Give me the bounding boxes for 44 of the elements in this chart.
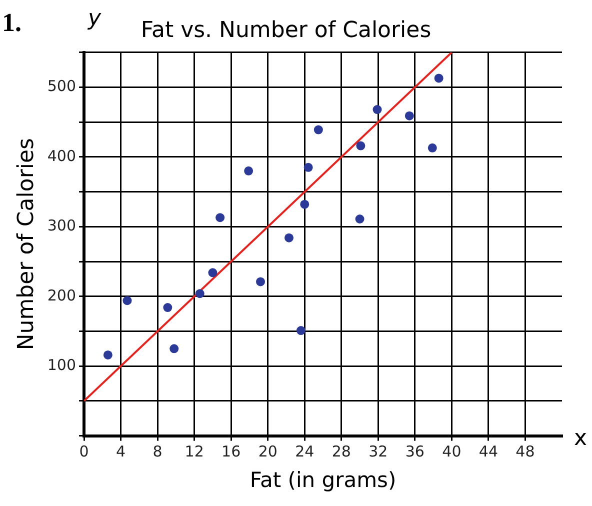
point	[256, 277, 266, 286]
y-tick-label: 300	[47, 216, 76, 235]
text: 1.	[2, 8, 22, 38]
point	[304, 162, 313, 172]
x-axis-title: Fat (in grams)	[250, 468, 396, 492]
point	[284, 233, 294, 242]
x-tick-label: 12	[184, 442, 204, 461]
y-tick-label: 100	[47, 356, 76, 374]
x-tick-label: 16	[222, 442, 241, 461]
point	[356, 141, 366, 150]
point	[163, 303, 172, 312]
point	[355, 214, 364, 224]
text: x	[574, 426, 588, 451]
point	[103, 350, 112, 360]
point	[428, 143, 437, 152]
x-tick-label: 32	[368, 442, 388, 461]
x-tick-label: 4	[116, 442, 126, 461]
point	[372, 105, 382, 114]
x-tick-label: 24	[295, 442, 314, 461]
chart-title: Fat vs. Number of Calories	[140, 18, 432, 43]
x-tick-label: 28	[332, 442, 351, 461]
x-tick-label: 40	[442, 442, 462, 461]
x-tick-label: 44	[478, 442, 498, 461]
point	[296, 326, 306, 336]
x-tick-label: 36	[405, 442, 424, 461]
y-tick-label: 200	[47, 286, 76, 304]
y-tick-label: 400	[47, 146, 76, 165]
x-tick-label: 48	[516, 442, 535, 461]
point	[300, 200, 310, 209]
y-axis-title: Number of Calories	[14, 138, 39, 350]
point	[195, 289, 204, 298]
y-tick-label: 500	[47, 77, 76, 96]
point	[170, 344, 179, 354]
text: y	[88, 6, 102, 31]
point	[314, 125, 323, 134]
point	[208, 268, 218, 278]
x-tick-label: 0	[79, 442, 89, 461]
point	[216, 213, 225, 222]
x-tick-label: 8	[152, 442, 162, 461]
point	[244, 166, 254, 176]
point	[434, 74, 444, 83]
point	[404, 111, 414, 120]
point	[122, 296, 132, 306]
x-tick-label: 20	[258, 442, 278, 461]
